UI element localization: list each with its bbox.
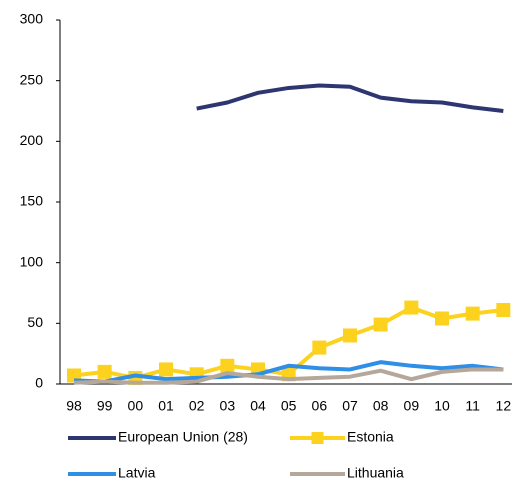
- x-tick-label: 03: [220, 398, 236, 414]
- point-marker: [343, 328, 357, 343]
- x-tick-label: 05: [281, 398, 297, 414]
- series-line: [196, 83, 504, 113]
- x-tick-label: 06: [312, 398, 328, 414]
- y-tick-label: 300: [20, 11, 44, 27]
- y-tick-label: 150: [20, 193, 44, 209]
- x-tick-label: 02: [189, 398, 205, 414]
- legend-marker: [311, 432, 324, 444]
- x-tick-label: 98: [66, 398, 82, 414]
- series-line: [73, 360, 504, 384]
- x-tick-label: 99: [97, 398, 113, 414]
- point-marker: [159, 362, 173, 377]
- legend-label: Estonia: [347, 429, 394, 445]
- x-tick-label: 09: [404, 398, 420, 414]
- legend-label: Lithuania: [347, 465, 404, 481]
- y-tick-label: 0: [35, 375, 43, 391]
- x-tick-label: 01: [158, 398, 174, 414]
- y-tick-label: 200: [20, 132, 44, 148]
- x-tick-label: 00: [128, 398, 144, 414]
- x-tick-label: 12: [496, 398, 512, 414]
- point-marker: [220, 358, 235, 373]
- y-tick-label: 100: [20, 253, 44, 269]
- y-tick-label: 50: [27, 314, 43, 330]
- x-tick-label: 11: [465, 398, 480, 414]
- point-marker: [312, 340, 327, 355]
- x-tick-label: 08: [373, 398, 389, 414]
- point-marker: [97, 364, 112, 379]
- y-tick-label: 250: [20, 71, 44, 87]
- point-marker: [496, 302, 511, 317]
- x-tick-label: 07: [342, 398, 358, 414]
- x-tick-label: 04: [250, 398, 266, 414]
- series-line: [73, 367, 504, 385]
- point-marker: [465, 306, 480, 321]
- point-marker: [435, 311, 449, 326]
- point-marker: [404, 300, 419, 315]
- point-marker: [373, 317, 388, 332]
- legend-label: Latvia: [118, 465, 156, 481]
- legend-label: European Union (28): [118, 429, 248, 445]
- x-tick-label: 10: [434, 398, 450, 414]
